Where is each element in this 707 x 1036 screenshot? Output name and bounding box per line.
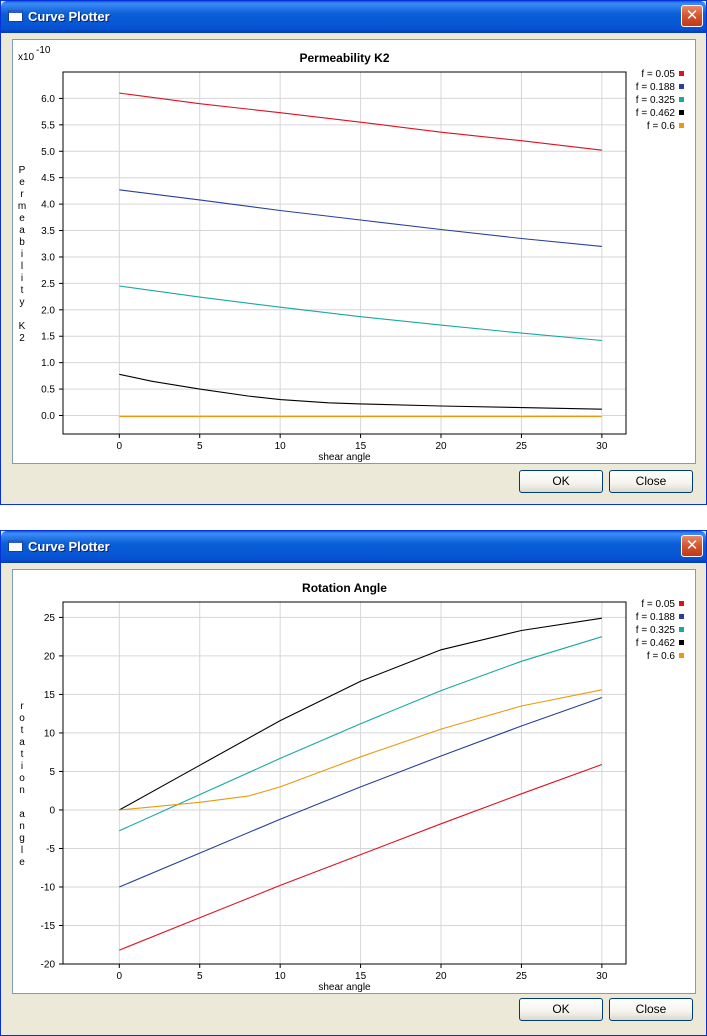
window-icon	[8, 540, 23, 552]
close-button[interactable]: Close	[609, 470, 693, 493]
permeability-chart: Permeability K2 0 5 10 15 20 25 30 0.0 0.5 1.0 1.5 2…	[18, 45, 684, 463]
series-line-4	[119, 373, 602, 410]
legend-entry-5: f = 0.6	[647, 121, 676, 132]
x-tick-label: 20	[435, 971, 447, 982]
series-line-1	[119, 763, 603, 951]
x-tick-label: 0	[117, 971, 123, 982]
legend-swatch-3	[679, 627, 684, 632]
y-tick-label: 4.0	[41, 200, 55, 211]
y-tick-label: 0.5	[41, 385, 55, 396]
y-tick-label: 25	[44, 613, 56, 624]
x-axis-label: shear angle	[318, 982, 371, 993]
y-tick-label: 5.5	[41, 120, 55, 131]
y-tick-label: 1.0	[41, 358, 55, 369]
series-line-3	[119, 636, 603, 832]
y-exponent-base: x10	[18, 52, 35, 63]
legend-entry-4: f = 0.462	[636, 108, 676, 119]
title-bar[interactable]: Curve Plotter ✕	[1, 1, 706, 33]
y-tick-label: 5	[49, 767, 55, 778]
legend-entry-2: f = 0.188	[636, 82, 676, 93]
y-tick-label: -15	[41, 921, 56, 932]
x-tick-label: 25	[516, 971, 528, 982]
y-tick-label: -10	[41, 882, 56, 893]
y-tick-label: 1.5	[41, 332, 55, 343]
y-tick-label: 15	[44, 690, 56, 701]
legend-entry-1: f = 0.05	[641, 599, 675, 610]
x-tick-label: 10	[275, 441, 287, 452]
legend-entry-1: f = 0.05	[641, 69, 675, 80]
y-tick-label: 0	[49, 805, 55, 816]
legend-swatch-2	[679, 614, 684, 619]
y-tick-label: 3.5	[41, 226, 55, 237]
x-tick-label: 15	[355, 441, 367, 452]
ok-button[interactable]: OK	[519, 470, 603, 493]
y-tick-label: 4.5	[41, 173, 55, 184]
legend-swatch-3	[679, 97, 684, 102]
legend-swatch-1	[679, 71, 684, 76]
plot-panel: Permeability K2 0 5 10 15 20 25 30 0.0 0.5 1.0 1.5 2…	[12, 39, 696, 464]
legend-entry-5: f = 0.6	[647, 651, 676, 662]
close-button[interactable]: Close	[609, 998, 693, 1021]
y-exponent-power: -10	[36, 45, 51, 56]
y-tick-label: -5	[46, 844, 55, 855]
x-tick-label: 0	[117, 441, 123, 452]
y-tick-label: 3.0	[41, 252, 55, 263]
series-line-2	[119, 696, 603, 888]
series-line-2	[119, 189, 602, 247]
y-tick-label: -20	[41, 960, 56, 971]
x-tick-label: 30	[596, 971, 608, 982]
plot-frame	[62, 71, 627, 435]
x-tick-label: 15	[355, 971, 367, 982]
legend-entry-3: f = 0.325	[636, 95, 676, 106]
window-title: Curve Plotter	[28, 539, 110, 554]
close-icon[interactable]: ✕	[681, 5, 703, 27]
window-icon	[8, 10, 23, 22]
series-line-1	[119, 92, 602, 151]
rotation-angle-chart: Rotation Angle 0 5 10 15 20 25 30 -20 -15 -10 -5 0 5 1…	[19, 581, 684, 993]
legend-entry-2: f = 0.188	[636, 612, 676, 623]
series-line-3	[119, 285, 602, 342]
x-tick-label: 25	[516, 441, 528, 452]
legend-entry-3: f = 0.325	[636, 625, 676, 636]
close-icon[interactable]: ✕	[681, 535, 703, 557]
x-tick-label: 20	[435, 441, 447, 452]
legend-swatch-5	[679, 123, 684, 128]
y-tick-label: 10	[44, 728, 56, 739]
series-line-5	[119, 689, 603, 811]
y-tick-label: 2.0	[41, 305, 55, 316]
legend-swatch-5	[679, 653, 684, 658]
plot-panel: Rotation Angle 0 5 10 15 20 25 30 -20 -15 -10 -5 0 5 1…	[12, 569, 696, 994]
ok-button[interactable]: OK	[519, 998, 603, 1021]
x-tick-label: 30	[596, 441, 608, 452]
legend-swatch-4	[679, 640, 684, 645]
y-tick-label: 20	[44, 651, 56, 662]
y-tick-label: 2.5	[41, 279, 55, 290]
curve-plotter-window-2: Curve Plotter ✕ Rotation Angle 0 5 10 15 20 25…	[0, 530, 707, 1036]
x-tick-label: 5	[197, 441, 203, 452]
y-tick-label: 0.0	[41, 411, 55, 422]
legend-entry-4: f = 0.462	[636, 638, 676, 649]
title-bar[interactable]: Curve Plotter ✕	[1, 531, 706, 563]
y-tick-label: 5.0	[41, 147, 55, 158]
series-line-4	[119, 617, 602, 811]
x-tick-label: 5	[197, 971, 203, 982]
chart-title: Permeability K2	[299, 51, 389, 65]
window-title: Curve Plotter	[28, 9, 110, 24]
x-axis-label: shear angle	[318, 452, 371, 463]
chart-title: Rotation Angle	[302, 581, 387, 595]
legend-swatch-2	[679, 84, 684, 89]
legend-swatch-1	[679, 601, 684, 606]
x-tick-label: 10	[275, 971, 287, 982]
legend-swatch-4	[679, 110, 684, 115]
y-tick-label: 6.0	[41, 94, 55, 105]
curve-plotter-window-1: Curve Plotter ✕ Permeability K2 0 5 10 15 20 2…	[0, 0, 707, 505]
plot-frame	[62, 601, 627, 965]
